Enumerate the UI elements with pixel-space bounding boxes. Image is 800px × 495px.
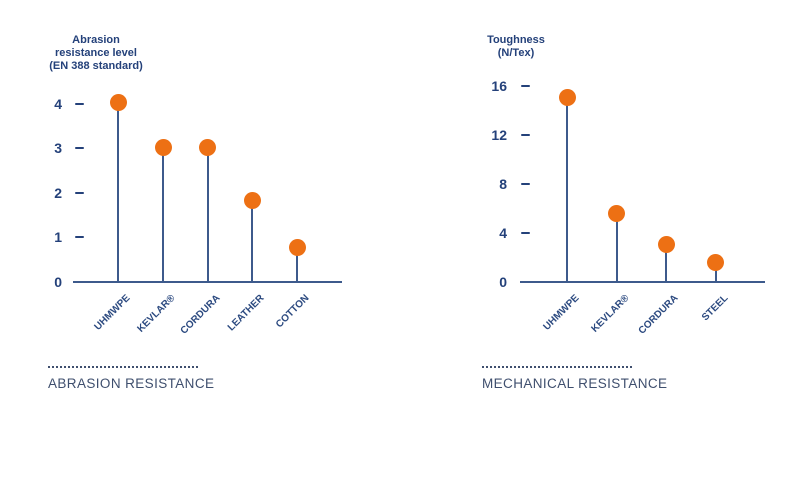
y-axis-tick-label: 1 <box>54 229 62 246</box>
lollipop-stem <box>296 248 298 281</box>
chart-title-line: resistance level <box>55 47 137 59</box>
y-axis-tick-mark <box>521 232 530 235</box>
y-axis-tick-label: 4 <box>54 95 62 112</box>
lollipop-dot <box>558 89 576 107</box>
y-axis-tick-mark <box>521 85 530 88</box>
section-caption: MECHANICAL RESISTANCE <box>482 376 668 391</box>
y-axis-tick-mark <box>521 183 530 186</box>
y-axis-tick-mark <box>75 147 84 150</box>
lollipop-stem <box>162 148 164 281</box>
dotted-divider <box>48 366 198 368</box>
chart-title: Toughness (N/Tex) <box>431 34 601 60</box>
chart-title-line: Toughness <box>487 34 545 46</box>
y-axis-tick-mark <box>521 134 530 137</box>
lollipop-stem <box>206 148 209 281</box>
lollipop-dot <box>657 235 675 253</box>
y-axis-tick-label: 12 <box>491 127 507 144</box>
y-axis-tick-mark <box>75 191 84 194</box>
lollipop-stem <box>117 103 119 281</box>
lollipop-dot <box>707 254 724 272</box>
chart-title-line: (EN 388 standard) <box>49 60 143 72</box>
y-axis-tick-mark <box>75 236 84 239</box>
y-axis-tick-label: 4 <box>499 225 507 242</box>
lollipop-stem <box>665 245 667 281</box>
dotted-divider <box>482 366 632 368</box>
x-axis-line <box>73 281 342 283</box>
y-axis-tick-label: 2 <box>54 184 62 201</box>
lollipop-stem <box>251 201 253 281</box>
lollipop-stem <box>566 98 568 281</box>
lollipop-stem <box>615 214 618 281</box>
chart-title: Abrasion resistance level (EN 388 standard… <box>11 34 181 73</box>
y-axis-tick-label: 0 <box>499 274 507 290</box>
lollipop-dot <box>243 192 261 210</box>
lollipop-stem <box>714 263 717 281</box>
y-axis-tick-label: 8 <box>499 176 507 193</box>
lollipop-dot <box>288 239 306 257</box>
section-caption: ABRASION RESISTANCE <box>48 376 215 391</box>
lollipop-dot <box>608 205 625 223</box>
chart-title-line: (N/Tex) <box>497 47 535 59</box>
lollipop-dot <box>154 138 172 156</box>
lollipop-dot <box>199 138 216 156</box>
x-axis-line <box>520 281 765 283</box>
y-axis-tick-label: 16 <box>491 78 507 95</box>
y-axis-tick-label: 0 <box>54 274 62 290</box>
chart-title-line: Abrasion <box>72 34 120 46</box>
lollipop-dot <box>109 94 127 112</box>
y-axis-tick-mark <box>75 102 84 105</box>
y-axis-tick-label: 3 <box>54 140 62 157</box>
